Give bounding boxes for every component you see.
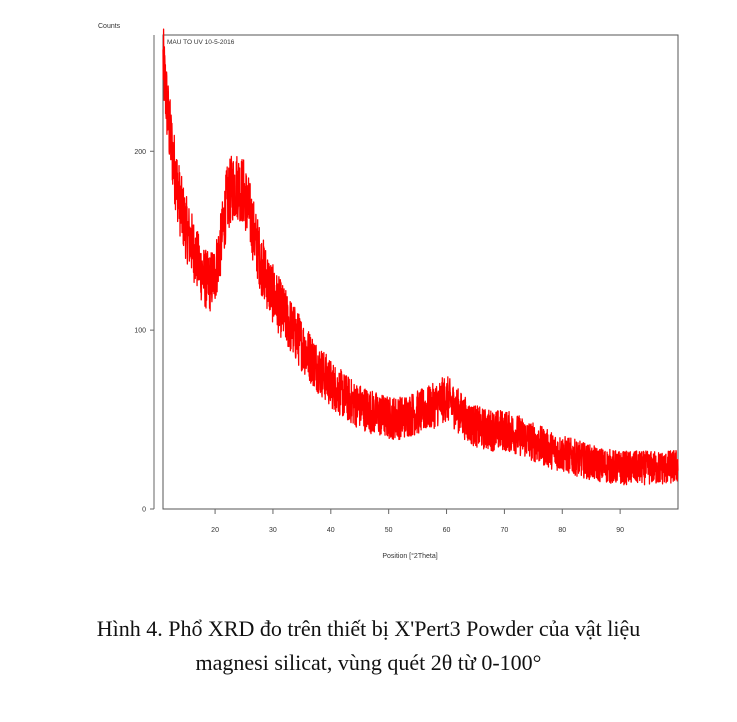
x-tick-label: 20 [211,527,219,534]
xrd-chart: Counts 0 100 200 MAU TO UV 10-5-2016 20 30 4… [98,23,679,560]
plot-frame [162,34,679,510]
x-tick-label: 50 [385,527,393,534]
x-tick-label: 90 [616,527,624,534]
caption-line-1: Hình 4. Phổ XRD đo trên thiết bị X'Pert3… [96,616,641,641]
x-tick-label: 60 [443,527,451,534]
data-series [162,28,679,486]
figure-caption: Hình 4. Phổ XRD đo trên thiết bị X'Pert3… [0,612,737,680]
x-tick-label: 30 [269,527,277,534]
x-tick-label: 70 [501,527,509,534]
sample-header: MAU TO UV 10-5-2016 [167,39,235,46]
y-axis: 0 100 200 [134,35,155,514]
x-tick-label: 80 [558,527,566,534]
x-tick-label: 40 [327,527,335,534]
y-axis-title: Counts [98,23,121,30]
y-tick-label: 0 [142,507,146,514]
caption-line-2: magnesi silicat, vùng quét 2θ từ 0-100° [195,650,542,675]
x-axis: 20 30 40 50 60 70 80 90 [211,509,624,534]
series-line [162,28,679,486]
x-axis-label: Position [°2Theta] [382,552,437,560]
y-tick-label: 100 [134,328,146,335]
y-tick-label: 200 [134,149,146,156]
